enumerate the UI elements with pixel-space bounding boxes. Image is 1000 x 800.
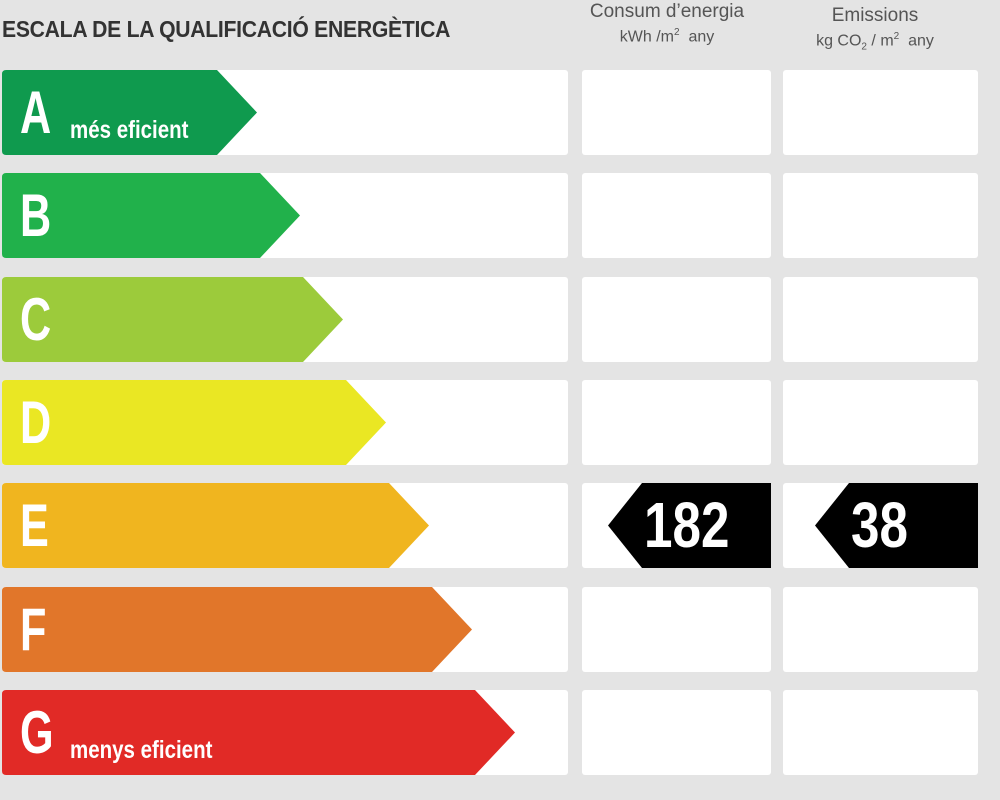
rating-caption: més eficient (70, 116, 189, 144)
emissions-cell (783, 276, 978, 362)
rating-row-c: C (0, 276, 1000, 362)
emissions-cell (783, 173, 978, 259)
emissions-cell (783, 379, 978, 465)
consumption-badge-value: 182 (644, 489, 730, 562)
rating-caption: menys eficient (70, 735, 213, 764)
consumption-unit: kWh /m2 any (619, 26, 715, 46)
emissions-badge-value: 38 (851, 489, 908, 562)
rating-row-d: D (0, 379, 1000, 465)
consumption-cell (582, 379, 771, 465)
rating-letter: E (20, 492, 49, 560)
consumption-cell (582, 173, 771, 259)
rating-arrow-e: E (2, 483, 429, 569)
rating-arrow-d: D (2, 379, 386, 465)
emissions-cell (783, 70, 978, 155)
rating-letter: D (20, 388, 52, 456)
rating-letter: B (20, 182, 52, 250)
emissions-label: Emissions (831, 5, 919, 26)
consumption-cell (582, 689, 771, 775)
consumption-cell (582, 70, 771, 155)
rating-letter: C (20, 285, 52, 353)
consumption-column-header: Consum d’energia kWh /m2 any (582, 0, 752, 47)
emissions-cell (783, 689, 978, 775)
rating-arrow-b: B (2, 173, 300, 259)
rating-arrow-c: C (2, 276, 343, 362)
rating-letter: F (20, 595, 47, 663)
consumption-cell (582, 276, 771, 362)
rating-row-e: E 182 38 (0, 483, 1000, 569)
rating-row-f: F (0, 586, 1000, 672)
rating-letter: G (20, 698, 54, 766)
emissions-unit: kg CO2 / m2 any (816, 30, 934, 53)
page-title: ESCALA DE LA QUALIFICACIÓ ENERGÈTICA (2, 16, 451, 42)
consumption-badge: 182 (608, 483, 771, 569)
rating-letter: A (20, 79, 52, 146)
rating-row-b: B (0, 173, 1000, 259)
emissions-column-header: Emissions kg CO2 / m2 any (790, 4, 960, 54)
emissions-cell (783, 586, 978, 672)
consumption-cell (582, 586, 771, 672)
emissions-badge: 38 (815, 483, 978, 569)
consumption-label: Consum d’energia (589, 1, 745, 22)
rating-arrow-f: F (2, 586, 472, 672)
